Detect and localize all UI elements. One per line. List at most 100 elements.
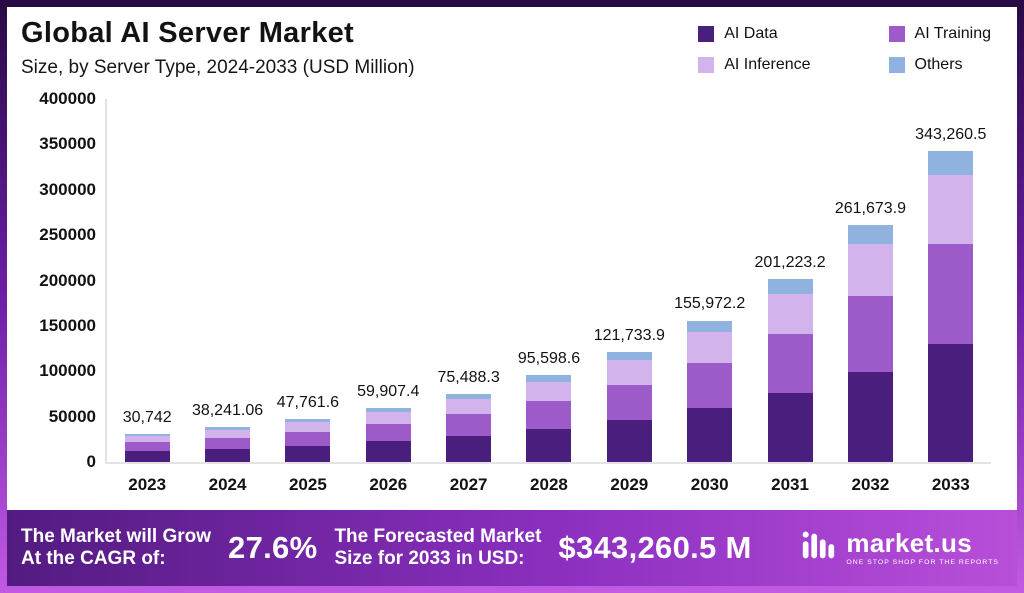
bar-group: 121,733.9 2029 (589, 99, 669, 494)
bar-total-label: 343,260.5 (915, 125, 987, 143)
x-axis-label: 2026 (369, 475, 408, 494)
stacked-bar (285, 99, 331, 462)
bar-segment-others (205, 427, 251, 431)
bar-segment-ai-training (285, 431, 331, 446)
bar-segment-others (365, 407, 411, 412)
bar-total-label: 121,733.9 (593, 326, 665, 344)
bar-group: 30,742 2023 (107, 99, 187, 494)
stacked-bar (767, 99, 813, 462)
bar-segment-ai-training (446, 414, 492, 436)
y-axis-tick: 0 (86, 452, 96, 471)
x-axis-label: 2027 (449, 475, 488, 494)
legend-item: Others (888, 56, 991, 74)
legend-label: AI Training (914, 25, 991, 42)
legend-item: AI Data (698, 25, 810, 43)
bar-total-label: 75,488.3 (437, 368, 500, 386)
y-axis-tick: 100000 (39, 361, 96, 381)
bar-segment-ai-data (446, 435, 492, 462)
page-subtitle: Size, by Server Type, 2024-2033 (USD Mil… (21, 57, 415, 78)
market-us-logo: market.us ONE STOP SHOP FOR THE REPORTS (799, 527, 1003, 570)
bar-total-label: 47,761.6 (276, 393, 340, 411)
bar-total-label: 59,907.4 (357, 382, 420, 400)
infographic-page: Global AI Server Market Size, by Server … (7, 7, 1017, 586)
bar-segment-ai-data (285, 445, 331, 462)
bar-segment-ai-data (928, 343, 974, 462)
bar-group: 261,673.9 2032 (830, 99, 910, 494)
bar-segment-ai-data (365, 441, 411, 462)
cagr-label-line2: At the CAGR of: (21, 548, 166, 569)
bar-total-label: 261,673.9 (834, 199, 906, 217)
bars-container: 30,742 2023 38,241.06 2024 47,761.6 2025 59,90… (107, 99, 991, 495)
bar-segment-ai-training (767, 334, 813, 393)
bar-segment-others (285, 418, 331, 423)
x-axis-label: 2033 (931, 475, 970, 494)
bar-segment-ai-training (847, 295, 893, 372)
stacked-bar (928, 99, 974, 462)
bar-segment-ai-inference (205, 430, 251, 438)
y-axis-tick: 50000 (48, 406, 96, 426)
bar-segment-ai-training (606, 384, 652, 421)
bar-total-label: 38,241.06 (191, 402, 264, 420)
forecast-label-line1: The Forecasted Market (334, 525, 542, 547)
x-axis-label: 2023 (128, 475, 167, 494)
legend-label: Others (914, 56, 963, 73)
x-axis-label: 2029 (610, 475, 649, 494)
y-axis-tick: 400000 (39, 89, 96, 108)
brand-tagline: ONE STOP SHOP FOR THE REPORTS (846, 558, 999, 566)
forecast-value: $343,260.5 M (558, 530, 752, 565)
bar-segment-others (687, 320, 733, 332)
cagr-label-line1: The Market will Grow (21, 525, 212, 547)
stacked-bar (606, 99, 652, 462)
bar-segment-ai-inference (526, 382, 572, 402)
bar-segment-ai-inference (847, 243, 893, 296)
bar-total-label: 30,742 (122, 409, 172, 427)
forecast-label-line2: Size for 2033 in USD: (334, 548, 525, 569)
plot-area: 30,742 2023 38,241.06 2024 47,761.6 2025 59,90… (39, 89, 991, 495)
x-axis-label: 2024 (208, 475, 247, 494)
bar-group: 75,488.3 2027 (428, 99, 508, 495)
chart-header: Global AI Server Market Size, by Server … (7, 7, 1017, 79)
bar-segment-others (928, 150, 974, 176)
cagr-label: The Market will Grow At the CAGR of: (21, 526, 211, 571)
bar-group: 201,223.2 2031 (750, 99, 830, 494)
bar-group: 155,972.2 2030 (670, 99, 750, 494)
legend-label: AI Data (724, 25, 778, 42)
bar-segment-ai-data (124, 451, 170, 462)
bar-group: 38,241.06 2024 (187, 99, 267, 494)
bar-segment-others (446, 393, 492, 399)
bar-segment-ai-inference (928, 175, 974, 244)
bar-segment-ai-training (687, 362, 733, 409)
bar-segment-ai-data (767, 392, 813, 462)
bar-segment-others (847, 224, 893, 244)
bar-group: 47,761.6 2025 (268, 99, 348, 494)
legend-label: AI Inference (724, 56, 811, 73)
stacked-bar (526, 99, 572, 462)
stacked-bar (365, 99, 411, 462)
bar-segment-others (124, 434, 170, 437)
title-block: Global AI Server Market Size, by Server … (21, 17, 415, 79)
legend-swatch (888, 57, 905, 73)
market-us-logo-icon (799, 527, 837, 570)
bar-segment-ai-inference (606, 360, 652, 385)
legend-swatch (888, 26, 905, 42)
bar-segment-ai-training (526, 401, 572, 430)
bar-total-label: 95,598.6 (517, 350, 581, 368)
stacked-bar (205, 99, 251, 462)
bar-group: 59,907.4 2026 (348, 99, 428, 494)
bar-segment-ai-training (928, 243, 974, 344)
bar-segment-ai-inference (124, 436, 170, 443)
bar-segment-ai-inference (446, 399, 492, 415)
bar-segment-ai-data (606, 420, 652, 462)
bar-segment-ai-training (365, 423, 411, 442)
bar-total-label: 155,972.2 (674, 295, 746, 313)
bar-segment-ai-data (847, 371, 893, 462)
stacked-bar (124, 99, 170, 462)
x-axis-label: 2030 (690, 475, 729, 494)
stacked-bar (446, 99, 492, 462)
bar-total-label: 201,223.2 (754, 254, 826, 272)
footer-banner: The Market will Grow At the CAGR of: 27.… (7, 510, 1017, 586)
legend-swatch (698, 26, 715, 42)
bar-segment-ai-inference (365, 412, 411, 424)
legend-item: AI Inference (698, 56, 811, 74)
y-axis-tick: 150000 (39, 315, 96, 335)
